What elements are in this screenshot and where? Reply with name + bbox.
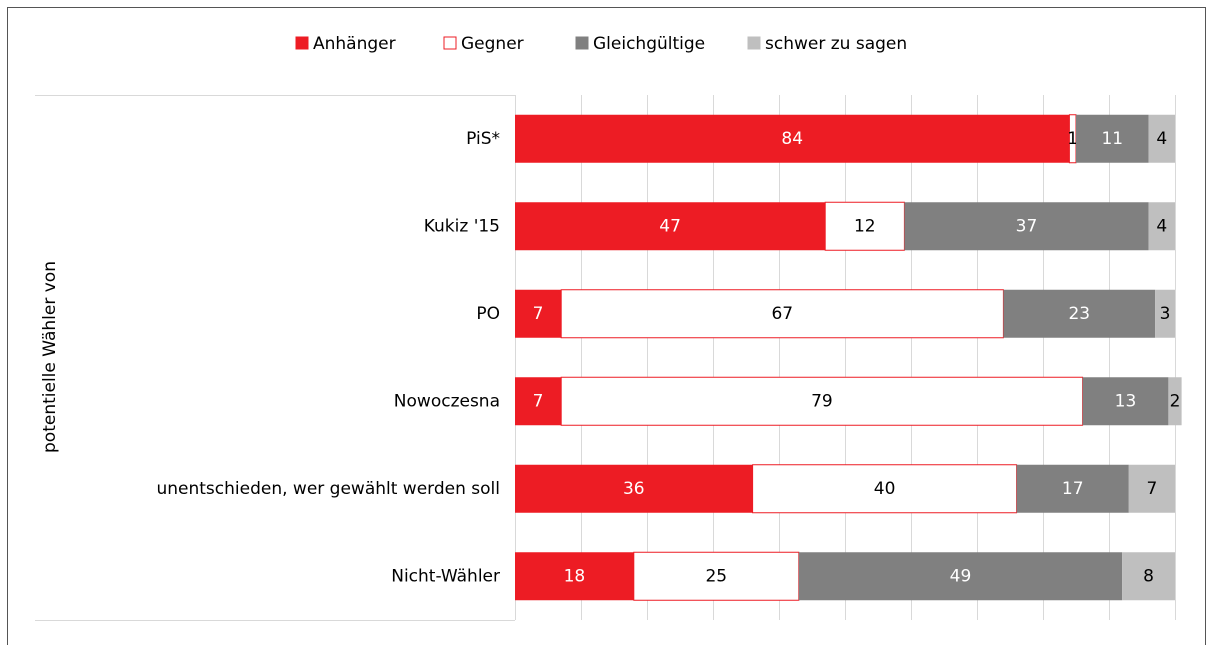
bar-segment: [515, 289, 562, 338]
bar-segment: [560, 376, 1084, 426]
legend-swatch: [575, 36, 589, 50]
category-label: Nicht-Wähler: [391, 566, 500, 586]
bar-segment: [1148, 202, 1175, 251]
bar-segment: [824, 201, 905, 251]
value-label: 49: [950, 566, 972, 586]
bar-segment: [1003, 289, 1156, 338]
value-label: 11: [1101, 129, 1123, 149]
legend-label: Gegner: [461, 34, 524, 54]
value-label: 4: [1156, 216, 1167, 236]
category-label: PiS*: [466, 129, 500, 149]
legend-label: Gleichgültige: [593, 34, 705, 54]
category-label: Nowoczesna: [394, 391, 500, 411]
bar-segment: [515, 464, 753, 513]
value-label: 37: [1016, 216, 1038, 236]
bar-segment: [1155, 289, 1175, 338]
y-axis-title: potentielle Wähler von: [40, 261, 60, 453]
value-label: 13: [1115, 391, 1137, 411]
value-label: 7: [533, 304, 544, 324]
value-label: 18: [564, 566, 586, 586]
value-label: 7: [533, 391, 544, 411]
value-label: 1: [1067, 129, 1078, 149]
value-label: 4: [1156, 129, 1167, 149]
value-label: 25: [705, 566, 727, 586]
value-label: 2: [1170, 391, 1181, 411]
category-label: PO: [476, 304, 500, 324]
bar-segment: [1016, 464, 1129, 513]
bar-segment: [1148, 114, 1175, 163]
bar-segment: [904, 202, 1149, 251]
legend-swatch: [747, 36, 761, 50]
bar-segment: [633, 551, 800, 601]
bar-segment: [1168, 377, 1182, 426]
bar-segment: [752, 464, 1018, 514]
value-label: 47: [659, 216, 681, 236]
bar-segment: [1128, 464, 1175, 513]
legend-swatch: [443, 36, 457, 50]
bar-segment: [515, 377, 562, 426]
frame: [7, 7, 1206, 645]
bar-segment: [1122, 552, 1175, 601]
value-label: 79: [811, 391, 833, 411]
value-label: 67: [771, 304, 793, 324]
bar-segment: [1076, 114, 1149, 163]
value-label: 23: [1068, 304, 1090, 324]
value-label: 3: [1160, 304, 1171, 324]
value-label: 84: [781, 129, 803, 149]
value-label: 40: [874, 479, 896, 499]
legend-swatch: [295, 36, 309, 50]
value-label: 36: [623, 479, 645, 499]
value-label: 12: [854, 216, 876, 236]
bar-segment: [515, 552, 634, 601]
bar-segment: [515, 202, 826, 251]
category-label: unentschieden, wer gewählt werden soll: [156, 479, 500, 499]
value-label: 8: [1143, 566, 1154, 586]
value-label: 17: [1062, 479, 1084, 499]
category-label: Kukiz '15: [424, 216, 500, 236]
value-label: 7: [1146, 479, 1157, 499]
bar-segment: [515, 114, 1070, 163]
legend-label: schwer zu sagen: [765, 34, 907, 54]
bar-segment: [798, 552, 1123, 601]
legend-label: Anhänger: [313, 34, 396, 54]
bar-segment: [1082, 377, 1169, 426]
